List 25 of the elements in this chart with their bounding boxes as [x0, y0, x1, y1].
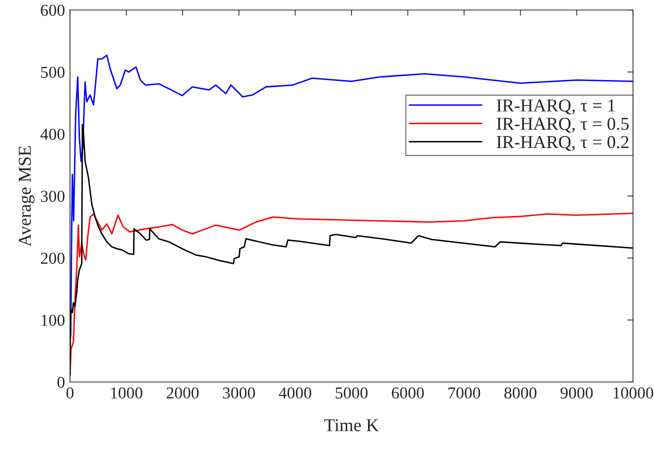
- y-tick-label: 300: [40, 190, 65, 202]
- y-tick-label: 100: [42, 314, 65, 326]
- x-tick-label: 8000: [504, 387, 536, 399]
- legend-label: IR-HARQ, τ = 1: [496, 99, 615, 114]
- y-tick-label: 600: [40, 4, 65, 16]
- x-tick-label: 0: [66, 387, 74, 399]
- legend-label: IR-HARQ, τ = 0.5: [496, 118, 629, 133]
- line-series: [70, 212, 633, 376]
- x-axis-title: Time K: [324, 419, 379, 432]
- y-tick-label: 200: [40, 252, 65, 264]
- x-tick-label: 5000: [336, 387, 368, 399]
- y-tick-label: 400: [40, 128, 65, 140]
- x-tick-label: 7000: [448, 387, 480, 399]
- legend-label: IR-HARQ, τ = 0.2: [496, 136, 628, 151]
- y-axis-title: Average MSE: [18, 146, 35, 247]
- x-tick-label: 10000: [614, 387, 654, 399]
- y-tick-label: 0: [57, 376, 65, 388]
- line-series: [70, 54, 633, 337]
- x-tick-label: 1000: [111, 387, 142, 399]
- y-tick-label: 500: [41, 66, 65, 78]
- x-tick-label: 9000: [560, 387, 593, 399]
- x-tick-label: 3000: [223, 387, 255, 399]
- x-tick-label: 4000: [278, 387, 312, 399]
- x-tick-label: 2000: [166, 387, 199, 399]
- x-tick-label: 6000: [392, 387, 424, 399]
